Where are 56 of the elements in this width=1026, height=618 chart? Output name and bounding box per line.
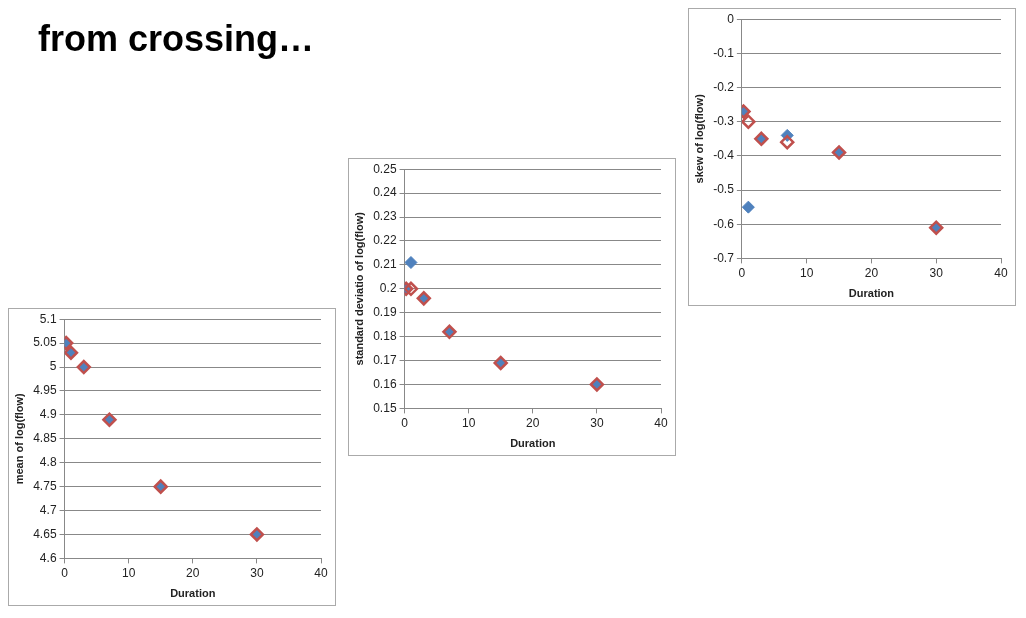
- point: [741, 114, 756, 129]
- y-tick-label: 5.1: [39, 311, 57, 326]
- x-tick-label: 30: [250, 565, 264, 580]
- point: [779, 134, 795, 150]
- x-tick-label: 40: [314, 565, 328, 580]
- y-tick-label: 0.22: [373, 233, 397, 248]
- y-tick-label: -0.3: [713, 114, 735, 129]
- y-axis-title: skew of log(flow): [692, 93, 705, 184]
- y-tick-label: 0.24: [373, 185, 397, 200]
- x-axis-title: Duration: [170, 587, 216, 600]
- y-tick-label: 0.25: [373, 161, 397, 176]
- y-tick-label: 4.8: [39, 455, 57, 470]
- x-tick-label: 20: [864, 265, 879, 280]
- chart-title: from crossing…: [38, 18, 315, 60]
- y-tick-label: 0.2: [379, 281, 397, 296]
- y-tick-label: 4.7: [39, 502, 57, 517]
- y-axis-title: mean of log(flow): [12, 392, 25, 485]
- y-tick-label: 0.18: [373, 328, 397, 343]
- y-tick-label: 4.9: [39, 407, 57, 422]
- x-tick-label: 0: [401, 415, 409, 430]
- x-axis-title: Duration: [510, 437, 556, 450]
- x-tick-label: 40: [654, 415, 668, 430]
- y-tick-label: -0.2: [713, 79, 735, 94]
- y-tick-label: 4.75: [33, 478, 57, 493]
- x-tick-label: 30: [929, 265, 944, 280]
- y-tick-label: 4.6: [39, 550, 57, 565]
- x-tick-label: 20: [186, 565, 200, 580]
- y-tick-label: -0.6: [713, 216, 735, 231]
- point: [404, 255, 418, 269]
- y-tick-label: 4.65: [33, 526, 57, 541]
- x-tick-label: 40: [994, 265, 1008, 280]
- y-tick-label: 0.21: [373, 257, 397, 272]
- x-axis-title: Duration: [848, 287, 895, 300]
- y-tick-label: -0.7: [713, 250, 735, 265]
- y-tick-label: 0.17: [373, 352, 397, 367]
- x-tick-label: 10: [461, 415, 476, 430]
- x-tick-label: 10: [799, 265, 814, 280]
- y-tick-label: 0.23: [373, 209, 397, 224]
- point: [741, 200, 755, 214]
- x-tick-label: 20: [526, 415, 540, 430]
- y-tick-label: -0.5: [713, 182, 735, 197]
- y-tick-label: 5.05: [33, 335, 57, 350]
- y-tick-label: -0.4: [713, 148, 735, 163]
- x-tick-label: 30: [590, 415, 604, 430]
- y-axis-title: standard deviatio of log(flow): [352, 211, 365, 366]
- y-tick-label: -0.1: [713, 45, 735, 60]
- x-tick-label: 0: [738, 265, 746, 280]
- y-tick-label: 4.95: [33, 383, 57, 398]
- y-tick-label: 4.85: [33, 431, 57, 446]
- x-tick-label: 10: [121, 565, 136, 580]
- x-tick-label: 0: [61, 565, 69, 580]
- y-tick-label: 0: [727, 11, 735, 26]
- y-tick-label: 0.15: [373, 400, 397, 415]
- y-tick-label: 0.16: [373, 376, 397, 391]
- y-tick-label: 0.19: [373, 305, 397, 320]
- y-tick-label: 5: [49, 359, 57, 374]
